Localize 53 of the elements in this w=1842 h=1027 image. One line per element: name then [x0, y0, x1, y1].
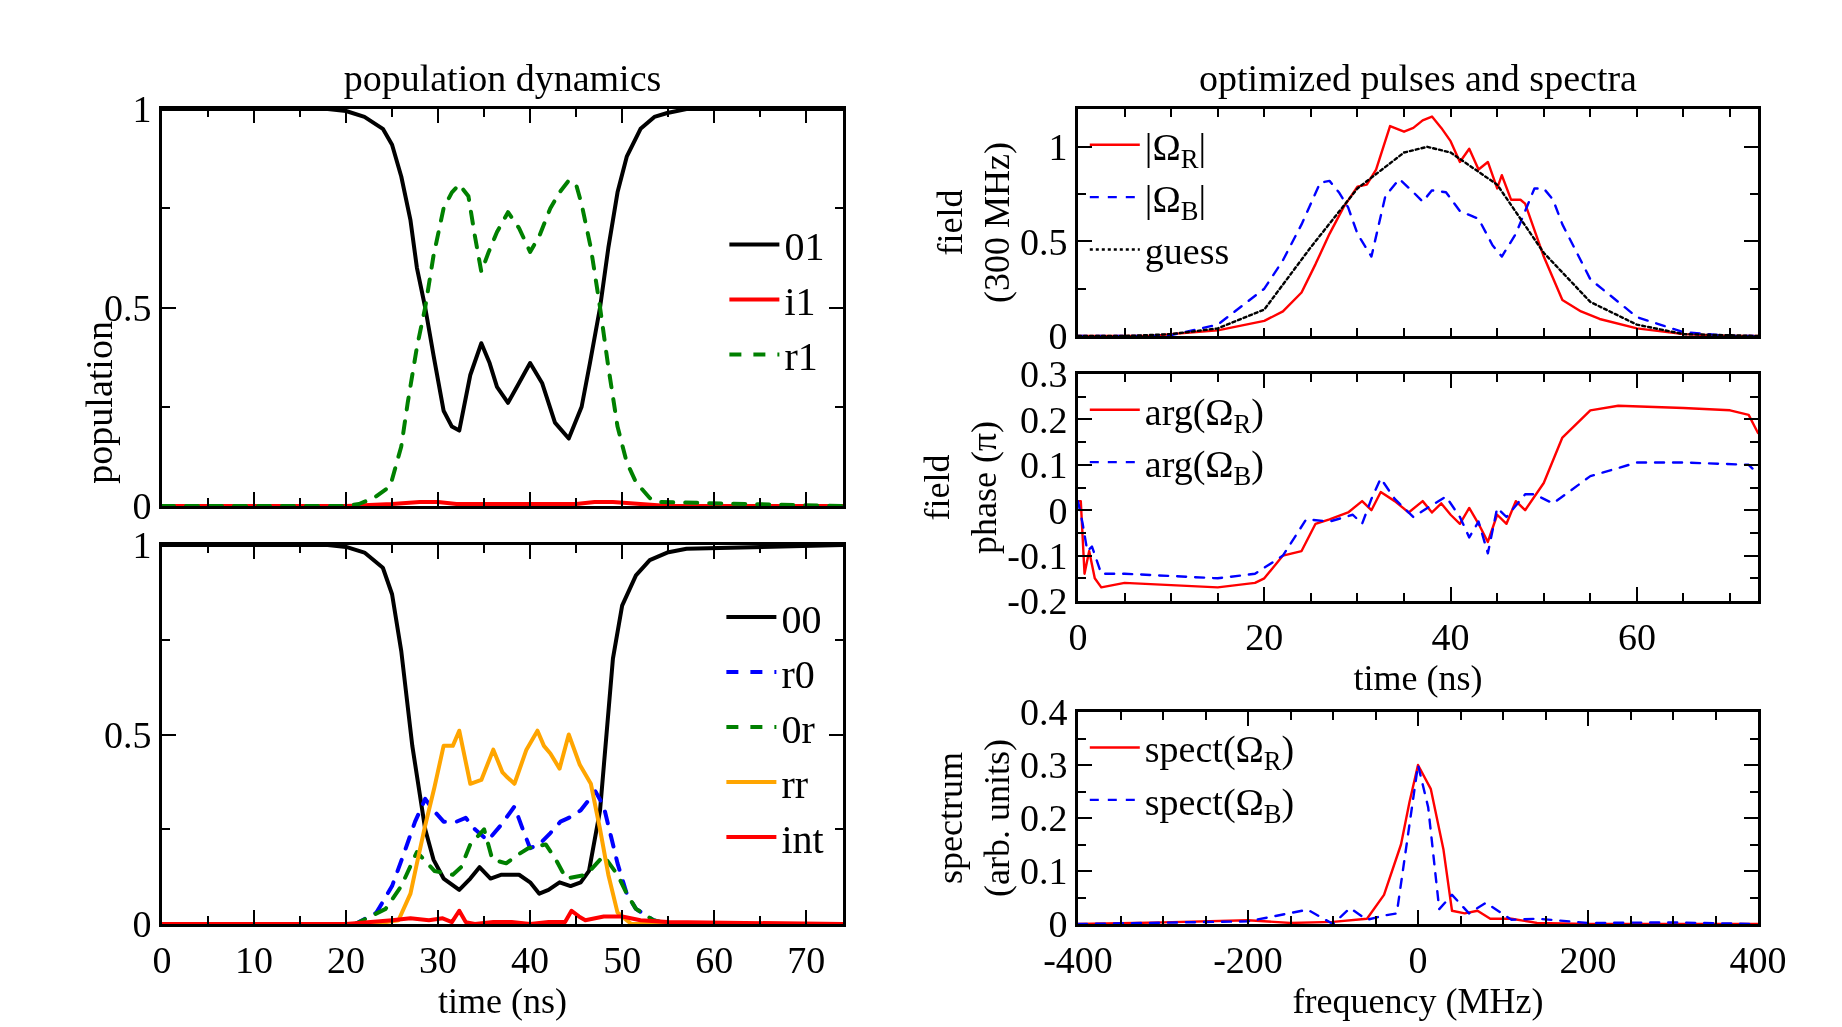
y-tick-label: 1: [132, 88, 152, 131]
y-tick-label: 0: [1048, 489, 1068, 532]
legend-label: arg(Ω$_{R}$): [1144, 390, 1264, 439]
x-tick-label: 40: [1431, 615, 1470, 658]
legend-label: 00: [781, 596, 822, 642]
legend-label: r1: [784, 334, 818, 380]
legend-label: r0: [781, 651, 815, 697]
legend-label: 0r: [781, 706, 815, 752]
legend-label: int: [781, 816, 824, 862]
legend-label: spect(Ω$_{R}$): [1144, 728, 1295, 777]
x-tick-label: 10: [235, 938, 274, 981]
line-series: [162, 908, 843, 924]
y-tick-label: -0.2: [1007, 580, 1068, 623]
x-axis-title: time (ns): [438, 980, 567, 1021]
x-tick-label: 20: [327, 938, 366, 981]
x-axis-title: time (ns): [1353, 657, 1483, 698]
y-axis-title: spectrum (arb. units): [930, 739, 1017, 897]
y-tick-label: 0.5: [103, 713, 152, 756]
y-tick-label: -0.1: [1007, 534, 1068, 577]
legend-label: arg(Ω$_{B}$): [1144, 442, 1264, 491]
x-axis-title: frequency (MHz): [1292, 980, 1544, 1021]
y-tick-label: 0.3: [1019, 744, 1068, 787]
x-tick-label: 30: [419, 938, 458, 981]
chart-title: optimized pulses and spectra: [1199, 57, 1638, 99]
legend-label: |Ω$_{B}$|: [1144, 177, 1207, 226]
y-tick-label: 0.5: [1019, 220, 1068, 263]
y-tick-label: 0.2: [1019, 398, 1068, 441]
y-tick-label: 0.1: [1019, 850, 1068, 893]
y-tick-label: 0.2: [1019, 797, 1068, 840]
x-tick-label: 20: [1245, 615, 1284, 658]
y-tick-label: 0.4: [1019, 691, 1068, 734]
x-tick-label: 50: [603, 938, 642, 981]
y-axis-title: field phase (π): [917, 420, 1005, 555]
x-tick-label: 400: [1729, 938, 1787, 981]
legend-label: spect(Ω$_{B}$): [1144, 780, 1295, 829]
line-series: [162, 178, 843, 506]
legend-label: rr: [781, 761, 809, 807]
x-tick-label: 70: [787, 938, 826, 981]
legend-label: guess: [1144, 230, 1230, 273]
x-tick-label: 200: [1559, 938, 1617, 981]
chart-title: population dynamics: [343, 57, 662, 99]
x-tick-label: 60: [695, 938, 734, 981]
y-axis-title: field (300 MHz): [930, 142, 1017, 303]
legend-label: 01: [784, 224, 825, 270]
x-tick-label: 0: [1408, 938, 1428, 981]
x-tick-label: 40: [511, 938, 550, 981]
legend-label: i1: [784, 279, 816, 325]
y-tick-label: 0: [132, 903, 152, 946]
y-tick-label: 0.1: [1019, 444, 1068, 487]
y-tick-label: 1: [1048, 126, 1068, 169]
legend-label: |Ω$_{R}$|: [1144, 125, 1207, 174]
x-tick-label: 60: [1617, 615, 1656, 658]
x-tick-label: -200: [1213, 938, 1283, 981]
